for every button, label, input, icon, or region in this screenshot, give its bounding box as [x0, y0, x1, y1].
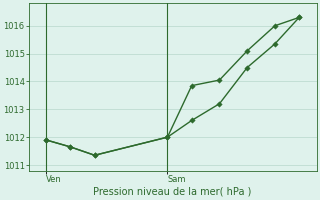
X-axis label: Pression niveau de la mer( hPa ): Pression niveau de la mer( hPa ): [93, 187, 252, 197]
